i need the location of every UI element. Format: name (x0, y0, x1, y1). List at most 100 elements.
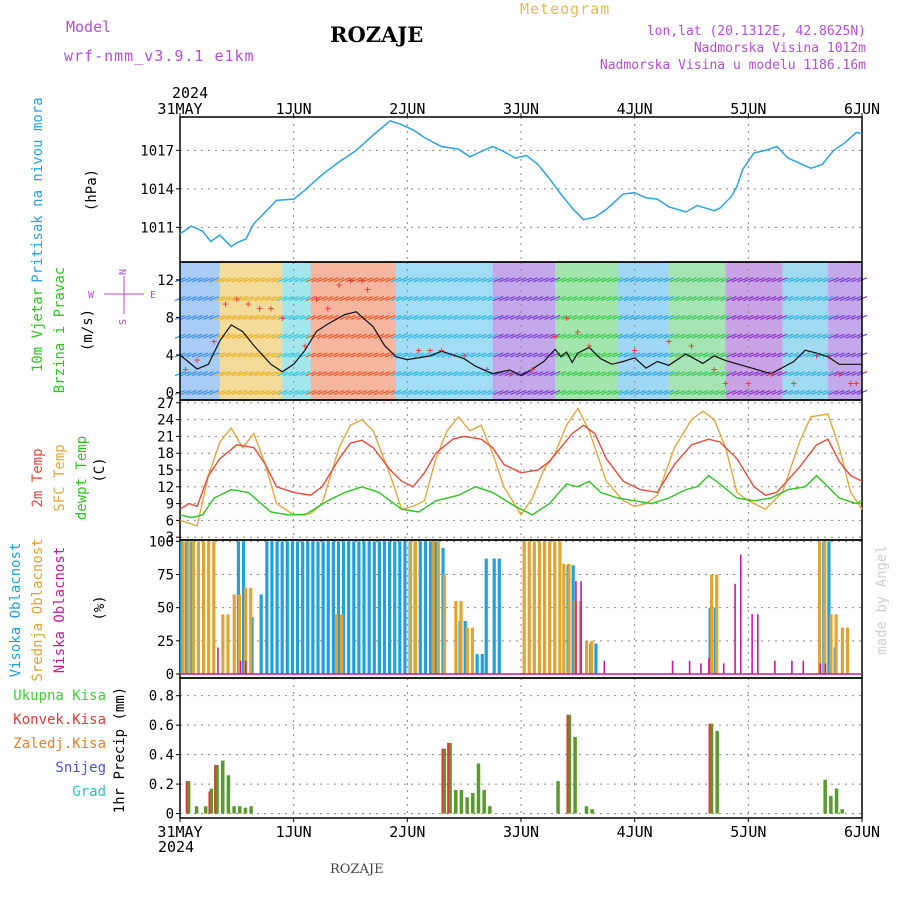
wind-arrow (572, 277, 584, 283)
wind-arrow (618, 371, 629, 377)
wind-arrow (282, 352, 294, 358)
wind-arrow (191, 314, 203, 320)
wind-arrow (561, 277, 572, 283)
wind-arrow (441, 314, 453, 320)
wind-gust-point: + (313, 293, 320, 306)
wind-arrow (640, 333, 652, 339)
wind-arrow (794, 277, 805, 283)
wind-arrow (345, 389, 356, 396)
low-cloud-bar (802, 660, 805, 675)
wind-arrow (231, 333, 243, 339)
x-tick-label-top: 3JUN (503, 100, 539, 118)
mid-cloud-bar (710, 574, 714, 675)
wind-arrow (561, 296, 572, 302)
high-cloud-bar (484, 558, 488, 675)
wind-arrow (697, 352, 709, 358)
wind-arrow (379, 296, 390, 302)
mid-cloud-bar (829, 614, 833, 675)
wind-arrow (697, 296, 709, 302)
wind-arrow (771, 371, 782, 377)
wind-arrow (316, 277, 328, 283)
wind-arrow (612, 371, 623, 377)
wind-arrow (515, 333, 527, 339)
wind-gust-point: + (347, 274, 354, 287)
wind-arrow (788, 296, 800, 302)
wind-arrow (282, 296, 294, 302)
wind-arrow (635, 296, 646, 302)
wind-arrow (396, 277, 407, 283)
wind-arrow (566, 296, 578, 302)
wind-arrow (737, 371, 748, 377)
wind-arrow (316, 389, 328, 396)
wind-arrow (674, 389, 686, 396)
wind-arrow (453, 314, 464, 320)
wind-arrow (447, 277, 459, 283)
wind-arrow (720, 333, 731, 339)
wind-arrow (186, 389, 197, 396)
total-precip-bar (829, 795, 833, 814)
wind-arrow (726, 389, 737, 396)
wind-arrow (703, 389, 714, 396)
wind-arrow (771, 352, 782, 358)
wind-arrow (640, 296, 652, 302)
wind-arrow (601, 371, 612, 377)
wind-arrow (407, 352, 419, 358)
wind-arrow (504, 389, 515, 396)
wind-gust-point: + (552, 330, 559, 343)
wind-gust-point: + (506, 368, 513, 381)
wind-arrow (237, 314, 248, 320)
wind-arrow (709, 296, 720, 302)
wind-arrow (333, 333, 345, 339)
wind-arrow (527, 296, 538, 302)
wind-arrow (436, 277, 447, 283)
mid-cloud-bar (553, 541, 557, 675)
wind-arrow (845, 371, 856, 377)
low-cloud-axis-label: Niska Oblacnost (52, 547, 68, 673)
wind-arrow (254, 277, 265, 283)
wind-arrow (561, 352, 572, 358)
wind-arrow (436, 296, 447, 302)
page-title: ROZAJE (330, 22, 424, 47)
wind-arrow (703, 314, 714, 320)
wind-band (668, 262, 726, 400)
wind-arrow (805, 277, 817, 283)
wind-arrow (481, 314, 493, 320)
y-tick-label: 3 (166, 530, 174, 546)
wind-arrow (697, 333, 709, 339)
wind-arrow (743, 314, 754, 320)
wind-gust-point: + (575, 325, 582, 338)
wind-arrow (635, 352, 646, 358)
high-cloud-bar (306, 541, 310, 675)
high-cloud-bar (382, 541, 387, 675)
high-cloud-bar (259, 594, 263, 675)
wind-arrow (413, 296, 424, 302)
wind-arrow (851, 352, 862, 358)
high-cloud-bar (475, 654, 479, 675)
wind-arrow (674, 296, 686, 302)
wind-arrow (498, 333, 510, 339)
low-cloud-bar (217, 647, 219, 675)
high-cloud-bar (388, 541, 392, 675)
total-precip-bar (488, 806, 492, 814)
wind-arrow (703, 333, 714, 339)
wind-arrow (618, 296, 629, 302)
wind-arrow (748, 296, 760, 302)
wind-band (827, 262, 862, 400)
mid-cloud-bar (196, 541, 201, 675)
wind-arrow (277, 371, 288, 377)
high-cloud-bars (180, 541, 837, 675)
wind-arrow (464, 296, 476, 302)
total-precip-bar (709, 723, 714, 814)
wind-arrow (845, 333, 856, 339)
wind-arrow (214, 277, 226, 283)
wind-arrow (277, 333, 288, 339)
wind-arrow (475, 371, 487, 377)
wind-arrow (208, 333, 220, 339)
wind-arrow (191, 389, 203, 396)
wind-arrow (379, 371, 390, 377)
wind-arrow (277, 314, 288, 320)
wind-arrow (527, 333, 538, 339)
wind-arrow (635, 389, 646, 396)
wind-arrow (333, 277, 345, 283)
mid-cloud-bar (226, 614, 230, 675)
